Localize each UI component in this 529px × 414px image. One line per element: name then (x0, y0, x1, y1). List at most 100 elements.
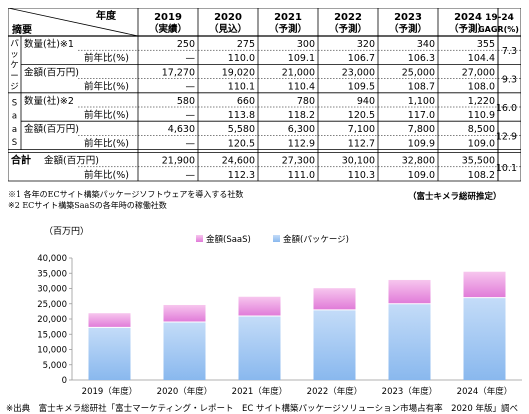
table-cell: 110.3 (348, 170, 375, 181)
corner-diagonal (8, 8, 139, 37)
y-axis-unit: （百万円） (44, 226, 89, 237)
table-cell: 118.2 (288, 110, 315, 121)
bar-package (463, 297, 506, 380)
x-tick-label: 2019（年度） (82, 386, 138, 397)
bar-package (238, 315, 281, 380)
group-label-package: ケ (10, 61, 19, 71)
year-header-note: （見込） (209, 23, 247, 35)
metric-label: 数量(社)※1 (24, 38, 74, 50)
table-cell: 580 (177, 96, 195, 107)
table-cell: 108.2 (468, 170, 495, 181)
group-label-saas: a (12, 125, 17, 135)
yoy-label: 前年比(%) (84, 109, 129, 121)
table-cell: 112.9 (288, 138, 315, 149)
table-cell: 32,800 (402, 156, 435, 167)
x-tick-label: 2021（年度） (232, 386, 288, 397)
source-note: ※出典 富士キメラ総研社「富士マーケティング・レポート EC サイト構築パッケー… (6, 404, 518, 414)
footnote-2: ※2 ECサイト構築SaaSの各年時の稼働社数 (8, 201, 167, 210)
gagr-header-unit: GAGR(%) (478, 25, 519, 34)
metric-label: 数量(社)※2 (24, 95, 74, 107)
table-cell: 117.0 (408, 110, 435, 121)
gagr-cell: 10.1 (496, 163, 517, 174)
table-cell: 120.5 (348, 110, 375, 121)
gagr-cell: 7.3 (502, 46, 517, 57)
metric-label: 金額(百万円) (24, 66, 79, 78)
x-tick-label: 2023（年度） (382, 386, 438, 397)
bar-package (388, 303, 431, 380)
year-header: 2020 (214, 12, 242, 23)
legend-swatch (273, 235, 280, 242)
table-cell: — (186, 170, 196, 181)
bar-saas (88, 313, 131, 328)
legend-label: 金額(パッケージ) (283, 234, 349, 245)
table-cell: — (186, 82, 196, 93)
group-label-package: ッ (10, 50, 19, 60)
table-cell: 108.0 (468, 82, 495, 93)
bar-saas (463, 271, 506, 298)
y-tick-label: 35,000 (37, 269, 67, 279)
table-cell: 780 (297, 96, 315, 107)
table-cell: 355 (477, 39, 495, 50)
table-cell: 250 (177, 39, 195, 50)
year-header: 2021 (274, 12, 302, 23)
table-cell: — (186, 138, 196, 149)
market-table: 年度摘要2019（実績）2020（見込）2021（予測）2022（予測）2023… (8, 8, 521, 182)
table-cell: 104.4 (468, 53, 495, 64)
table-cell: 112.3 (228, 170, 255, 181)
table-cell: 24,600 (222, 156, 255, 167)
bar-package (88, 327, 131, 380)
bar-package (313, 309, 356, 380)
year-header: 2023 (394, 12, 422, 23)
table-cell: 108.7 (408, 82, 435, 93)
table-cell: 110.4 (288, 82, 315, 93)
year-header: 2022 (334, 12, 362, 23)
metric-label: 金額(百万円) (24, 123, 79, 135)
table-cell: 30,100 (342, 156, 375, 167)
yoy-label: 前年比(%) (84, 81, 129, 93)
bar-saas (238, 296, 281, 316)
year-header-note: （予測） (449, 23, 487, 35)
year-header: 2024 (454, 12, 482, 23)
table-cell: 19,020 (222, 67, 255, 78)
table-cell: 660 (237, 96, 255, 107)
group-label-saas: S (12, 98, 17, 108)
table-cell: 110.1 (228, 82, 255, 93)
yoy-label: 前年比(%) (84, 52, 129, 64)
year-header-note: （実績） (149, 23, 187, 35)
table-cell: 110.0 (228, 53, 255, 64)
table-cell: 109.5 (348, 82, 375, 93)
table-cell: 320 (357, 39, 375, 50)
y-tick-label: 5,000 (43, 361, 67, 371)
stacked-bar-chart: （百万円） 0 5,000 10,000 15,000 20,000 25,000 30,00… (37, 226, 522, 397)
bar-package (163, 321, 206, 380)
table-cell: 275 (237, 39, 255, 50)
yoy-label: 前年比(%) (84, 137, 129, 149)
legend-swatch (196, 235, 203, 242)
year-header-note: （予測） (389, 23, 427, 35)
group-label-total: 合計 (10, 154, 31, 167)
group-label-package: ジ (10, 82, 19, 92)
bar-saas (388, 279, 431, 304)
table-cell: 21,000 (282, 67, 315, 78)
gagr-cell: 12.9 (496, 131, 517, 142)
x-tick-label: 2022（年度） (307, 386, 363, 397)
table-cell: 21,900 (162, 156, 195, 167)
bar-saas (313, 288, 356, 310)
table-cell: 109.0 (468, 138, 495, 149)
table-cell: 940 (357, 96, 375, 107)
table-cell: 5,580 (228, 124, 255, 135)
table-cell: 23,000 (342, 67, 375, 78)
table-cell: 27,000 (462, 67, 495, 78)
y-tick-label: 0 (62, 376, 67, 386)
table-cell: 112.7 (348, 138, 375, 149)
year-header-note: （予測） (269, 23, 307, 35)
table-cell: 7,100 (348, 124, 375, 135)
table-cell: 106.3 (408, 53, 435, 64)
year-header-note: （予測） (329, 23, 367, 35)
table-cell: 27,300 (282, 156, 315, 167)
table-cell: 8,500 (468, 124, 495, 135)
bar-saas (163, 304, 206, 322)
yoy-label: 前年比(%) (84, 169, 129, 181)
table-cell: 1,100 (408, 96, 435, 107)
corner-year-label: 年度 (96, 9, 117, 22)
